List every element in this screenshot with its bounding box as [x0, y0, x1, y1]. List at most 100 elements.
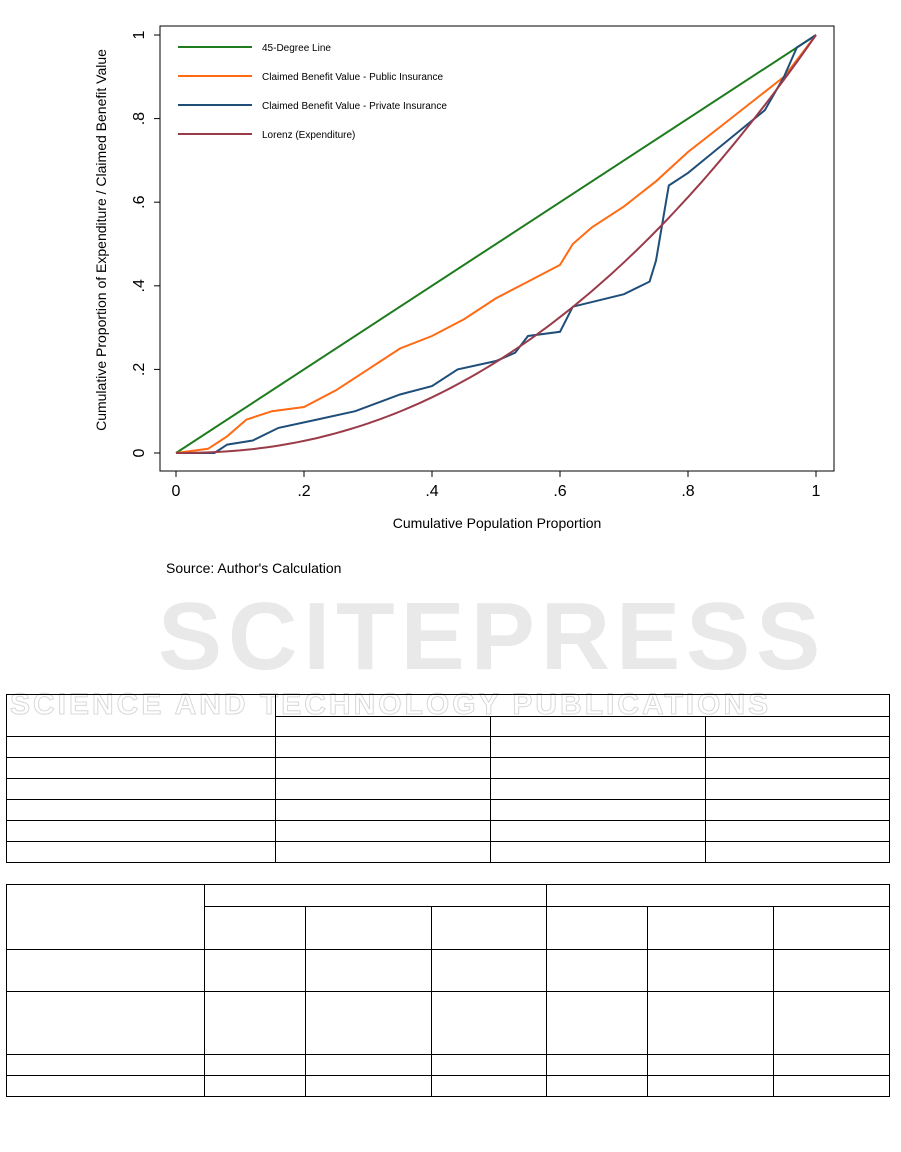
table-cell	[6, 841, 276, 863]
table-cell	[773, 906, 890, 950]
table-row	[6, 694, 890, 737]
table-cell	[431, 906, 547, 950]
table-cell	[490, 820, 706, 842]
table-cell	[773, 1075, 890, 1097]
table-cell	[305, 1075, 432, 1097]
table-cell	[204, 949, 306, 992]
table-cell	[6, 799, 276, 821]
x-axis-label: Cumulative Population Proportion	[393, 515, 602, 531]
table-cell	[431, 991, 547, 1055]
table-cell	[204, 991, 306, 1055]
table-row	[7, 716, 890, 737]
table-row	[6, 1075, 890, 1097]
table-cell	[6, 694, 276, 737]
table-cell	[490, 716, 706, 737]
table-cell	[773, 949, 890, 992]
table-cell	[275, 694, 890, 717]
table-cell	[705, 736, 890, 758]
series-line-2	[175, 34, 817, 454]
table-row	[6, 778, 890, 800]
x-tick-label: 0	[172, 483, 181, 500]
legend: 45-Degree Line Claimed Benefit Value - Pu…	[178, 43, 447, 141]
lorenz-chart: 45-Degree Line Claimed Benefit Value - Pu…	[93, 25, 835, 531]
table-row	[6, 820, 890, 842]
table-cell	[705, 778, 890, 800]
y-axis-label: Cumulative Proportion of Expenditure / C…	[93, 49, 109, 431]
table-cell	[305, 991, 432, 1055]
table-cell	[431, 949, 547, 992]
series-line-1	[175, 34, 817, 454]
table-cell	[490, 736, 706, 758]
table-cell	[275, 820, 491, 842]
table-row	[6, 1054, 890, 1076]
plot-area	[159, 25, 835, 472]
table-cell	[647, 906, 774, 950]
table-cell	[546, 1054, 648, 1076]
table-cell	[773, 991, 890, 1055]
table-cell	[6, 884, 205, 950]
table-cell	[773, 1054, 890, 1076]
table-row	[6, 884, 890, 950]
table-cell	[6, 1054, 205, 1076]
y-tick-label: 1	[131, 30, 148, 39]
table-cell	[546, 906, 648, 950]
table-cell	[204, 884, 547, 907]
table-cell	[705, 799, 890, 821]
x-tick-label: .2	[297, 483, 310, 500]
table-cell	[6, 1075, 205, 1097]
table-cell	[305, 906, 432, 950]
table-cell	[490, 757, 706, 779]
table-cell	[490, 778, 706, 800]
table-row	[6, 991, 890, 1055]
table-2	[6, 884, 890, 1097]
y-tick-label: 0	[131, 448, 148, 457]
table-cell	[546, 949, 648, 992]
series-lines	[175, 34, 817, 454]
y-tick-label: .2	[131, 363, 148, 376]
table-cell	[705, 841, 890, 863]
table-row	[6, 736, 890, 758]
table-cell	[6, 820, 276, 842]
y-axis: 0 .2 .4 .6 .8 1	[131, 30, 160, 457]
table-cell	[204, 1075, 306, 1097]
table-cell	[705, 820, 890, 842]
table-cell	[305, 949, 432, 992]
table-cell	[705, 757, 890, 779]
series-line-4	[176, 34, 817, 454]
table-cell	[6, 736, 276, 758]
table-row	[7, 906, 890, 950]
table-cell	[275, 757, 491, 779]
x-tick-label: .4	[425, 483, 438, 500]
y-tick-label: .6	[131, 195, 148, 208]
table-cell	[647, 1075, 774, 1097]
table-cell	[647, 949, 774, 992]
table-cell	[6, 778, 276, 800]
table-row	[6, 757, 890, 779]
table-cell	[275, 778, 491, 800]
table-cell	[431, 1075, 547, 1097]
table-cell	[305, 1054, 432, 1076]
x-tick-label: .6	[553, 483, 566, 500]
table-row	[6, 799, 890, 821]
table-cell	[705, 716, 890, 737]
table-cell	[6, 757, 276, 779]
y-tick-label: .4	[131, 279, 148, 292]
table-cell	[275, 716, 491, 737]
table-cell	[204, 906, 306, 950]
table-cell	[546, 1075, 648, 1097]
table-1	[6, 694, 890, 863]
watermark-logo: SCITEPRESS	[158, 583, 827, 690]
table-cell	[431, 1054, 547, 1076]
legend-label: Lorenz (Expenditure)	[262, 130, 355, 141]
table-cell	[647, 1054, 774, 1076]
y-tick-label: .8	[131, 112, 148, 125]
table-cell	[647, 991, 774, 1055]
x-axis: 0 .2 .4 .6 .8 1	[172, 471, 821, 500]
table-row	[6, 841, 890, 863]
table-cell	[490, 841, 706, 863]
table-cell	[6, 991, 205, 1055]
table-cell	[275, 736, 491, 758]
x-tick-label: .8	[681, 483, 694, 500]
table-cell	[546, 991, 648, 1055]
table-row	[6, 949, 890, 992]
